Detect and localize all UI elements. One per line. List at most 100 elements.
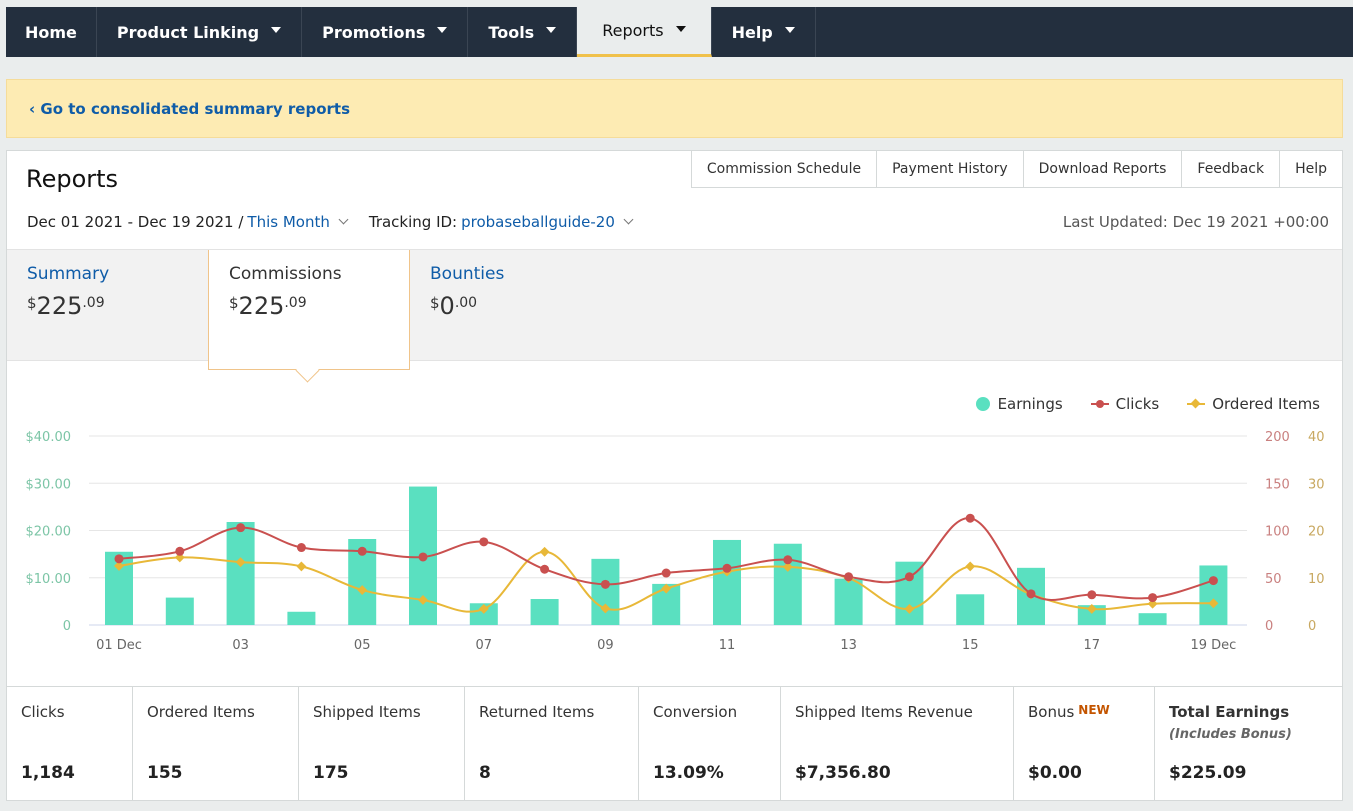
ordered-items-point: [114, 560, 124, 571]
ordered-items-point: [904, 603, 915, 614]
clicks-point: [540, 564, 550, 574]
tab-bounties-amount: $0.00: [430, 292, 592, 320]
clicks-point: [357, 546, 367, 556]
nav-promotions[interactable]: Promotions: [302, 7, 469, 57]
download-reports-link[interactable]: Download Reports: [1022, 151, 1182, 188]
ordered-items-point: [478, 603, 489, 614]
nav-tools[interactable]: Tools: [468, 7, 578, 57]
new-badge: NEW: [1078, 703, 1110, 717]
y-right-items-tick-label: 0: [1308, 619, 1316, 634]
tab-bounties-label: Bounties: [430, 264, 505, 284]
legend-dot-icon: [975, 397, 990, 411]
earnings-bar: [287, 611, 316, 625]
top-nav: Home Product Linking Promotions Tools Re…: [6, 7, 1353, 57]
clicks-point: [722, 563, 732, 573]
commission-schedule-link[interactable]: Commission Schedule: [690, 151, 877, 188]
earnings-bar: [713, 539, 741, 625]
tab-bounties[interactable]: Bounties $0.00: [410, 250, 612, 362]
legend-earnings[interactable]: Earnings: [975, 395, 1063, 413]
stat-label: Shipped Items: [313, 703, 450, 721]
stat-label-text: Returned Items: [479, 703, 595, 721]
y-left-tick-label: $20.00: [26, 525, 72, 540]
chevron-down-icon[interactable]: [338, 214, 349, 224]
stat-shipped-items: Shipped Items 175: [299, 687, 465, 801]
y-right-clicks-tick-label: 0: [1265, 619, 1273, 634]
earnings-bar: [1199, 565, 1228, 625]
clicks-point: [114, 554, 124, 564]
nav-reports[interactable]: Reports: [577, 7, 712, 57]
nav-reports-label: Reports: [602, 21, 664, 40]
stat-value: $7,356.80: [795, 763, 891, 783]
legend-line-icon: [1090, 400, 1109, 408]
feedback-link[interactable]: Feedback: [1181, 151, 1280, 188]
currency-symbol: $: [27, 294, 37, 312]
earnings-chart: Earnings Clicks Ordered Items 0 $10.00 $20…: [7, 373, 1342, 685]
legend-ordered-items[interactable]: Ordered Items: [1187, 395, 1320, 413]
y-right-items-tick-label: 10: [1308, 572, 1325, 587]
y-right-clicks-tick-label: 100: [1265, 525, 1290, 540]
amount-whole: 225: [238, 292, 285, 320]
nav-help[interactable]: Help: [712, 7, 816, 57]
amount-cents: .00: [454, 295, 478, 311]
ordered-items-point: [782, 561, 793, 572]
chart-canvas: 0$10.00$20.00$30.00$40.00050100150200010…: [26, 430, 1325, 653]
clicks-point: [236, 523, 246, 533]
tab-summary[interactable]: Summary $225.09: [7, 250, 209, 362]
nav-home[interactable]: Home: [6, 7, 97, 57]
stat-total-earnings: Total Earnings (Includes Bonus) $225.09: [1155, 687, 1341, 801]
nav-product-linking[interactable]: Product Linking: [97, 7, 303, 57]
earnings-bar: [895, 561, 924, 625]
x-tick-label: 17: [1084, 638, 1101, 653]
tab-commissions-amount: $225.09: [229, 292, 389, 320]
x-tick-label: 07: [476, 638, 493, 653]
stat-label: Ordered Items: [147, 703, 284, 721]
ordered-items-point: [600, 603, 611, 614]
stat-label: Total Earnings: [1169, 703, 1327, 721]
payment-history-link[interactable]: Payment History: [876, 151, 1023, 188]
legend-diamond-icon: [1187, 403, 1206, 405]
tab-commissions[interactable]: Commissions $225.09: [208, 250, 410, 370]
tracking-id-selector[interactable]: probaseballguide-20: [461, 213, 615, 231]
help-link[interactable]: Help: [1279, 151, 1342, 188]
stat-value: $0.00: [1028, 763, 1082, 783]
earnings-bar: [469, 603, 498, 625]
x-tick-label: 03: [232, 638, 249, 653]
stat-value: 13.09%: [653, 763, 724, 783]
stat-label-text: Shipped Items: [313, 703, 421, 721]
earnings-bar: [591, 558, 620, 625]
amount-whole: 0: [439, 292, 455, 320]
filter-row: Dec 01 2021 - Dec 19 2021 / This Month T…: [27, 213, 634, 231]
x-tick-label: 19 Dec: [1190, 638, 1236, 653]
stat-label-text: Conversion: [653, 703, 738, 721]
earnings-bar: [956, 594, 985, 625]
metric-tabs: Summary $225.09 Commissions $225.09 Boun…: [7, 249, 1342, 370]
ordered-items-point: [965, 561, 976, 572]
x-tick-label: 13: [840, 638, 857, 653]
stat-ordered-items: Ordered Items 155: [133, 687, 299, 801]
stat-label-text: Bonus: [1028, 703, 1075, 721]
chevron-down-icon[interactable]: [623, 214, 634, 224]
legend-ordered-items-label: Ordered Items: [1212, 395, 1320, 413]
page-title: Reports: [26, 165, 119, 193]
consolidated-reports-link[interactable]: ‹ Go to consolidated summary reports: [29, 99, 350, 118]
clicks-point: [296, 543, 306, 553]
ordered-items-point: [296, 561, 307, 572]
y-right-clicks-tick-label: 50: [1265, 572, 1282, 587]
x-tick-label: 11: [719, 638, 736, 653]
period-selector[interactable]: This Month: [247, 213, 330, 231]
x-tick-label: 01 Dec: [96, 638, 142, 653]
clicks-point: [479, 537, 489, 547]
y-right-clicks-tick-label: 150: [1265, 477, 1290, 492]
earnings-bar: [165, 597, 194, 625]
legend-earnings-label: Earnings: [997, 395, 1063, 413]
stat-label: Conversion: [653, 703, 766, 721]
tracking-label: Tracking ID:: [368, 213, 458, 231]
stat-value: 8: [479, 763, 491, 783]
caret-down-icon: [546, 27, 557, 33]
y-left-tick-label: $30.00: [26, 477, 72, 492]
nav-home-label: Home: [25, 22, 77, 42]
stat-value: 175: [313, 763, 349, 783]
stat-value: 1,184: [21, 763, 75, 783]
legend-clicks[interactable]: Clicks: [1090, 395, 1159, 413]
stat-returned-items: Returned Items 8: [465, 687, 639, 801]
